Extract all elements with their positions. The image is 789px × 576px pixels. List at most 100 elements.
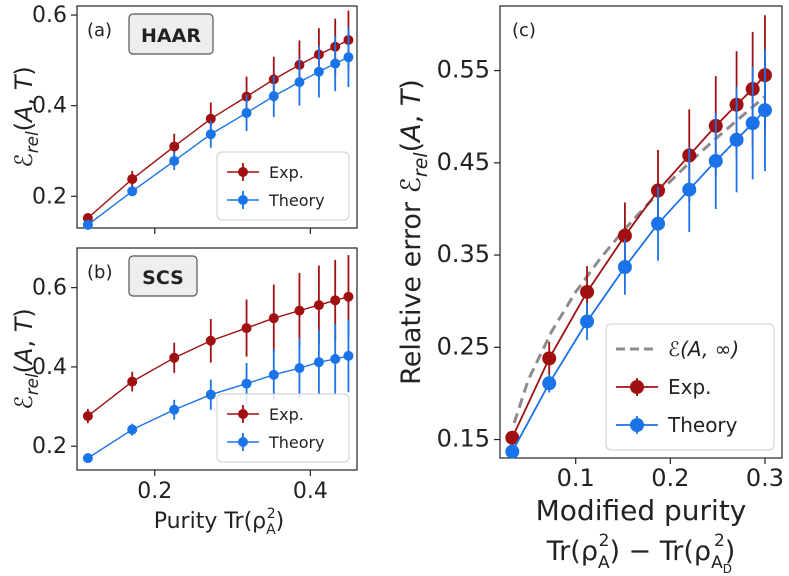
data-point-exp	[205, 335, 216, 346]
legend-label-exp: Exp.	[269, 163, 304, 182]
badge-label: HAAR	[141, 25, 201, 47]
x-tick-label: 0.1	[557, 464, 595, 492]
legend-swatch-marker	[630, 380, 644, 394]
legend-label-exp: Exp.	[269, 405, 304, 424]
axis-titles: ℰrel(A, T) ℰrel(A, T) Relative error ℰrel(…	[10, 66, 746, 576]
data-point-exp	[505, 430, 520, 445]
data-point-theory	[127, 424, 138, 435]
legend-label-limit: ℰ(A, ∞)	[668, 337, 739, 361]
limit-curve-line	[512, 95, 766, 424]
data-point-theory	[682, 182, 697, 197]
data-point-exp	[313, 300, 324, 311]
legend: Exp. Theory	[216, 393, 350, 463]
data-point-theory	[127, 186, 138, 197]
data-point-theory	[343, 350, 354, 361]
panel-c: 0.15 0.25 0.35 0.45 0.55 0.1 0.2 0.3 (c) ℰ(A, ∞) E…	[437, 5, 784, 492]
y-tick-label: 0.25	[437, 332, 490, 360]
series-line-exp	[511, 74, 766, 439]
data-point-theory	[313, 66, 324, 77]
data-point-theory	[505, 444, 520, 459]
data-point-theory	[294, 363, 305, 374]
data-point-theory	[343, 52, 354, 63]
panel-b: 0.2 0.4 0.6 0.2 0.4 (b) SCS Exp. Theory	[32, 247, 358, 504]
data-point-exp	[205, 113, 216, 124]
y-tick-label: 0.2	[32, 434, 67, 459]
y-axis-title-a: ℰrel(A, T)	[10, 66, 42, 168]
y-tick-label: 0.4	[32, 94, 67, 119]
series-line-exp	[87, 296, 349, 417]
panel-a: 0.2 0.4 0.6 (a) HAAR Exp. Theory	[32, 3, 358, 234]
legend-label-theory: Theory	[667, 413, 738, 437]
data-point-exp	[294, 305, 305, 316]
data-point-theory	[294, 77, 305, 88]
x-tick-label: 0.2	[651, 464, 689, 492]
panel-label: (b)	[87, 262, 112, 283]
y-tick-label: 0.6	[32, 276, 67, 301]
data-point-theory	[241, 107, 252, 118]
data-point-exp	[343, 291, 354, 302]
series-line-exp	[87, 39, 349, 219]
x-tick-label: 0.3	[746, 464, 784, 492]
y-tick-label: 0.2	[32, 184, 67, 209]
data-point-exp	[127, 376, 138, 387]
data-point-theory	[729, 132, 744, 147]
data-point-exp	[169, 352, 180, 363]
legend: Exp. Theory	[216, 151, 350, 221]
data-point-exp	[127, 174, 138, 185]
data-point-exp	[542, 351, 557, 366]
series-line-theory	[87, 56, 349, 226]
y-tick-label: 0.45	[437, 148, 490, 176]
legend-label-exp: Exp.	[668, 375, 712, 399]
badge-box	[128, 255, 198, 297]
badge-label: SCS	[142, 267, 184, 289]
legend-label-theory: Theory	[268, 433, 325, 452]
legend: ℰ(A, ∞) Exp. Theory	[605, 323, 775, 451]
legend-swatch-marker	[630, 418, 644, 432]
data-point-theory	[268, 91, 279, 102]
y-tick-label: 0.4	[32, 355, 67, 380]
legend-swatch-marker	[238, 437, 248, 447]
data-point-theory	[313, 357, 324, 368]
y-tick-label: 0.55	[437, 56, 490, 84]
x-tick-label: 0.4	[293, 479, 328, 504]
legend-label-theory: Theory	[268, 191, 325, 210]
data-point-theory	[330, 354, 341, 364]
data-point-theory	[205, 389, 216, 400]
x-axis-title-b: Purity Tr(ρA2)	[154, 506, 285, 538]
y-axis-title-b: ℰrel(A, T)	[10, 308, 42, 410]
axes-frame-b	[76, 247, 358, 471]
x-tick-label: 0.2	[137, 479, 172, 504]
data-point-theory	[757, 103, 772, 118]
data-point-exp	[82, 411, 93, 422]
data-point-theory	[169, 404, 180, 415]
axes-frame-c	[499, 5, 783, 459]
legend-swatch-marker	[238, 409, 248, 419]
x-axis-title-c-line2: Tr(ρA2) − Tr(ρAD2)	[546, 531, 736, 576]
data-point-theory	[241, 378, 252, 389]
legend-box	[216, 393, 350, 463]
data-point-theory	[617, 260, 632, 275]
data-point-theory	[82, 453, 93, 464]
data-point-theory	[580, 314, 595, 329]
axes-frame-a	[76, 5, 358, 229]
legend-box	[605, 323, 775, 451]
y-axis-title-c: Relative error ℰrel(A, T)	[396, 79, 432, 385]
data-point-exp	[580, 284, 595, 299]
badge-box	[128, 13, 214, 55]
data-point-theory	[651, 216, 666, 231]
data-point-theory	[268, 369, 279, 380]
data-point-theory	[542, 376, 557, 391]
data-point-theory	[205, 129, 216, 140]
legend-swatch-marker	[238, 195, 248, 205]
data-point-theory	[169, 155, 180, 166]
legend-swatch-marker	[238, 167, 248, 177]
x-axis-title-c-line1: Modified purity	[536, 494, 747, 527]
data-point-theory	[708, 153, 723, 168]
y-tick-label: 0.15	[437, 425, 490, 453]
data-point-exp	[330, 295, 341, 306]
y-tick-label: 0.6	[32, 3, 67, 28]
y-tick-label: 0.35	[437, 240, 490, 268]
data-point-exp	[268, 313, 279, 324]
data-point-exp	[169, 141, 180, 152]
